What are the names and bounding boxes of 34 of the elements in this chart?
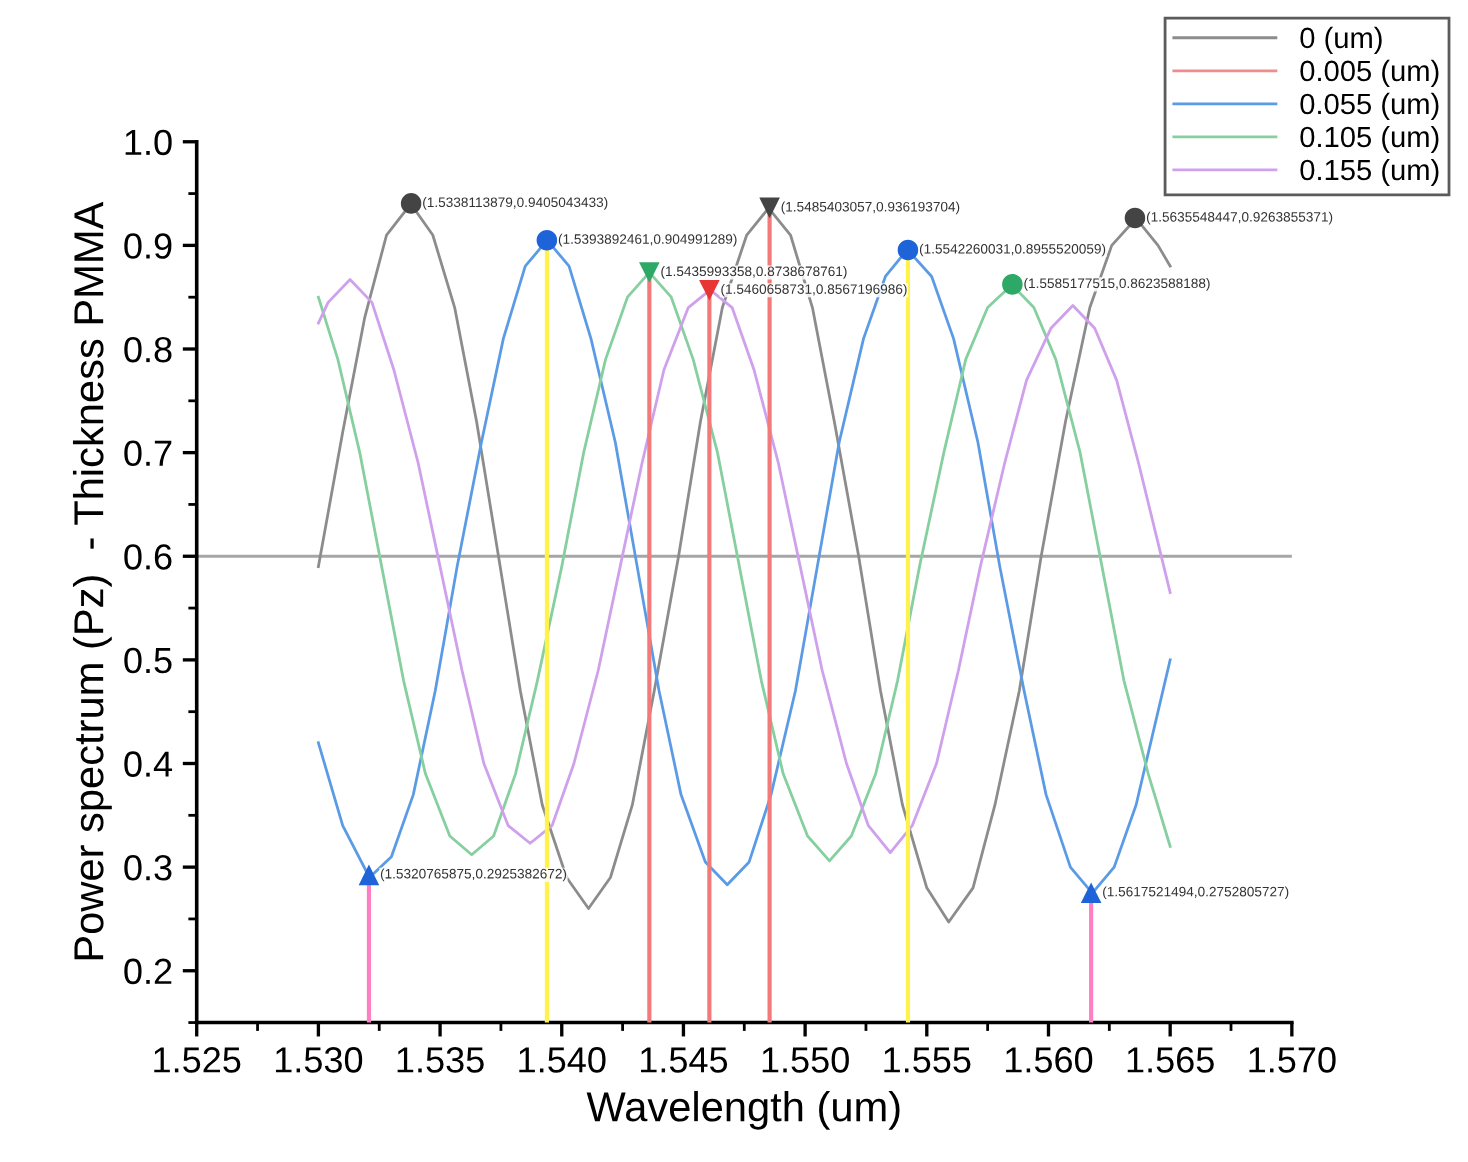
x-tick-label: 1.545 <box>641 1047 728 1073</box>
x-axis-title: Wavelength (um) <box>586 1090 900 1130</box>
y-tick-label: 1.0 <box>125 129 172 156</box>
point <box>358 864 380 886</box>
legend-label: 0.055 (um) <box>1300 92 1439 121</box>
point <box>699 279 720 301</box>
y-tick-label: 0.6 <box>124 544 172 570</box>
x-tick-label: 1.550 <box>762 1047 849 1073</box>
point <box>536 229 558 251</box>
y-tick-label: 0.8 <box>124 336 172 363</box>
point <box>1124 207 1146 229</box>
x-tick-label: 1.565 <box>1127 1047 1214 1073</box>
legend-label: 0.105 (um) <box>1300 125 1439 154</box>
y-tick-label: 0.4 <box>124 751 173 777</box>
legend-label: 0 (um) <box>1300 26 1382 54</box>
y-tick-label: 0.3 <box>124 854 172 881</box>
x-tick-label: 1.530 <box>275 1047 363 1073</box>
point <box>1002 274 1023 295</box>
y-tick-label: 0.2 <box>124 958 172 985</box>
x-tick-label: 1.525 <box>154 1047 241 1073</box>
x-tick-label: 1.560 <box>1006 1047 1093 1073</box>
y-tick-label: 0.9 <box>124 233 172 259</box>
legend-label: 0.155 (um) <box>1300 158 1439 187</box>
point <box>400 193 422 214</box>
y-axis-title: Power spectrum (Pz) - Thickness PMMA <box>72 201 112 960</box>
x-tick-label: 1.570 <box>1249 1047 1336 1073</box>
legend-label: 0.005 (um) <box>1300 59 1439 88</box>
x-tick-label: 1.535 <box>397 1047 484 1073</box>
point <box>897 239 919 261</box>
point <box>1080 882 1102 904</box>
y-tick-label: 0.5 <box>124 647 172 674</box>
x-tick-label: 1.555 <box>884 1047 971 1073</box>
x-tick-label: 1.540 <box>519 1047 606 1073</box>
y-tick-label: 0.7 <box>124 440 172 467</box>
